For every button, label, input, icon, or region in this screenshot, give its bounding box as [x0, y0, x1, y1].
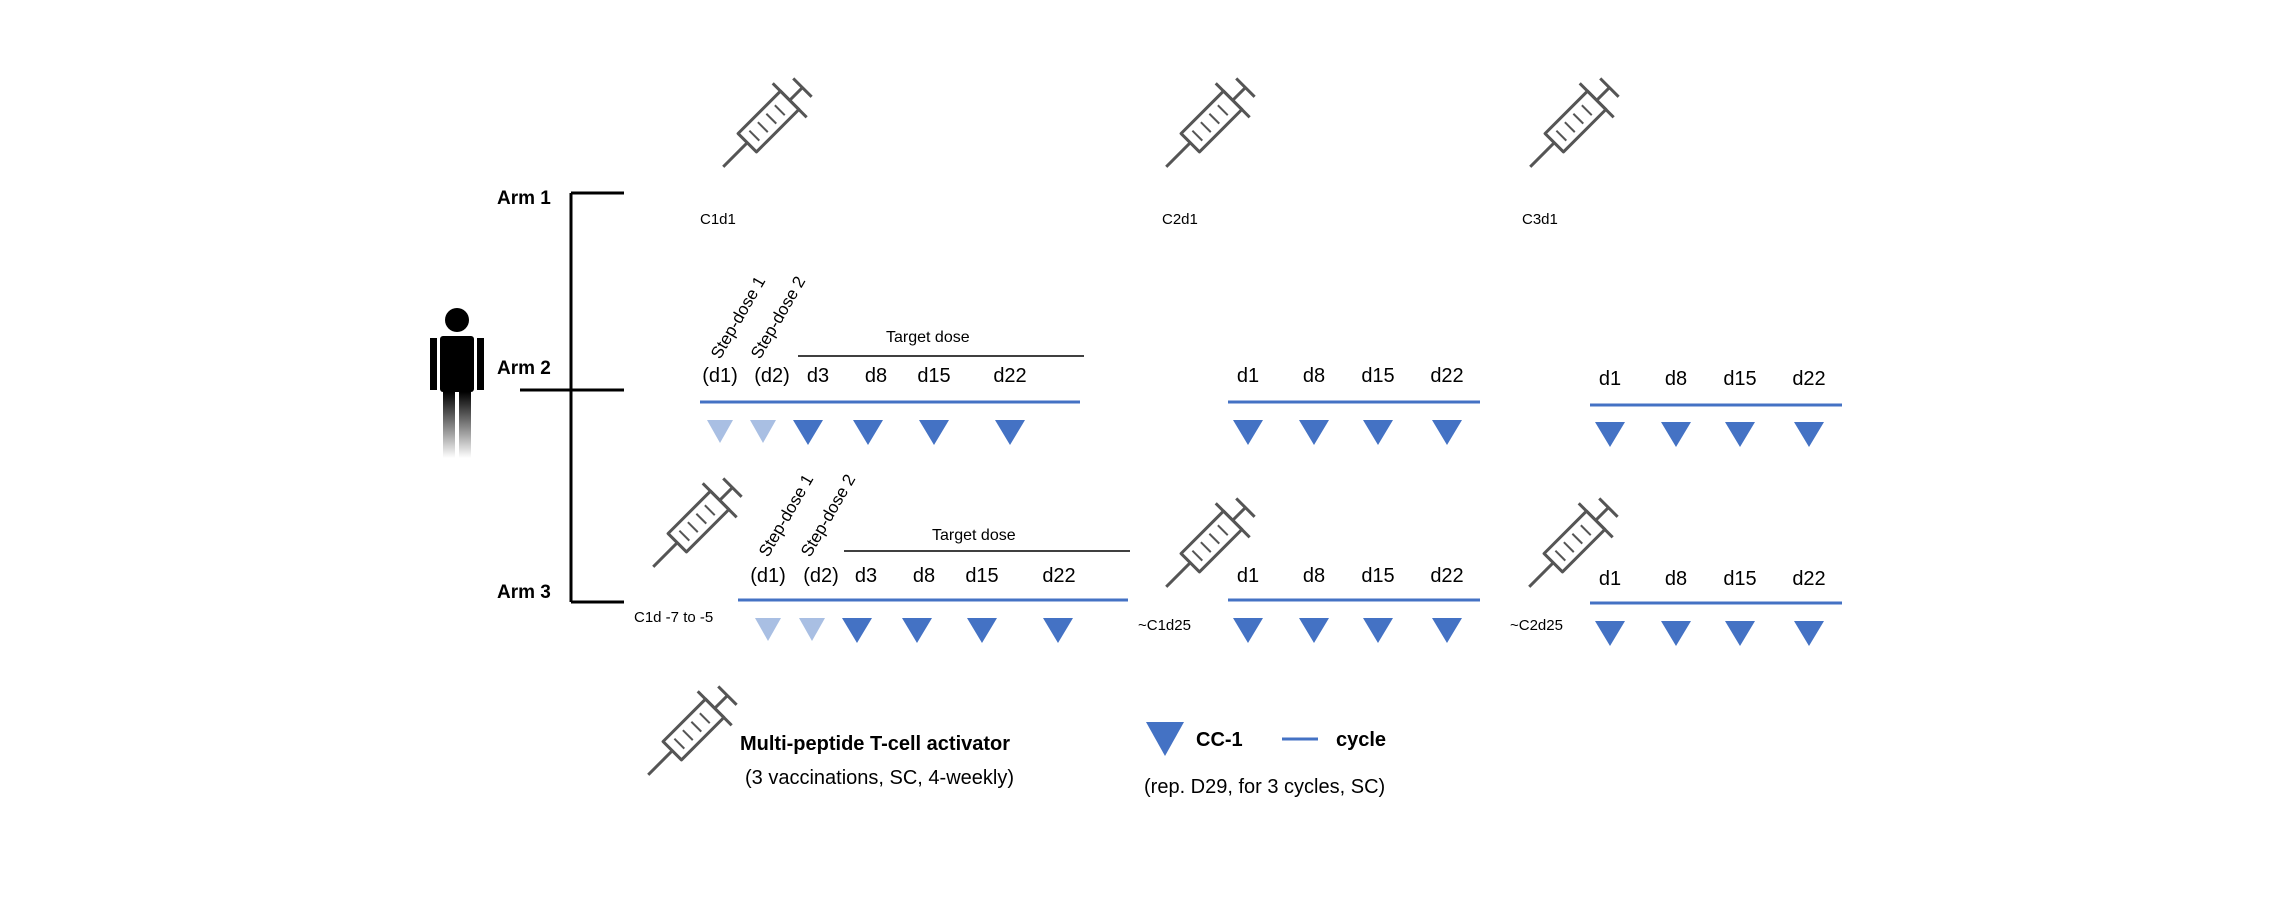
arm2-dose-triangle	[1794, 422, 1824, 447]
arm2-schedule: Step-dose 1 Step-dose 2 Target dose (d1)…	[700, 273, 1842, 447]
arm2-step-dose-triangle	[707, 420, 733, 443]
legend-vaccine-title: Multi-peptide T-cell activator	[740, 733, 1010, 755]
arm3-day-label: d8	[1303, 565, 1325, 587]
arm3-dose-triangle	[1432, 618, 1462, 643]
arm3-dose-triangle	[1661, 621, 1691, 646]
arm3-day-label: d22	[1042, 565, 1075, 587]
arm1-vaccination-label: C2d1	[1162, 211, 1198, 228]
arm3-dose-triangle	[1595, 621, 1625, 646]
arm3-day-label: d3	[855, 565, 877, 587]
arm2-dose-triangle	[853, 420, 883, 445]
arm2-day-label: d15	[917, 365, 950, 387]
arm2-dose-triangle	[1432, 420, 1462, 445]
arm3-day-label: d22	[1792, 568, 1825, 590]
arm3-target-dose-label: Target dose	[932, 527, 1016, 544]
arm3-day-label: (d2)	[803, 565, 839, 587]
arm3-day-label: d15	[1361, 565, 1394, 587]
arm2-day-label: d1	[1599, 368, 1621, 390]
arm3-day-label: d15	[1723, 568, 1756, 590]
arm2-dose-triangle	[793, 420, 823, 445]
arm-bracket	[520, 191, 624, 604]
arm-2-label: Arm 2	[497, 358, 551, 379]
legend-drug-label: CC-1	[1196, 729, 1243, 751]
legend-drug-detail: (rep. D29, for 3 cycles, SC)	[1144, 776, 1385, 798]
arm1-syringe-icon-1	[704, 69, 821, 186]
arm2-day-label: d3	[807, 365, 829, 387]
arm2-day-label: d8	[1665, 368, 1687, 390]
arm3-vaccination-label: ~C1d25	[1138, 617, 1191, 634]
arm2-dose-triangle	[919, 420, 949, 445]
arm3-dose-triangle	[1233, 618, 1263, 643]
arm2-target-dose-label: Target dose	[886, 329, 970, 346]
arm2-step-dose-triangle	[750, 420, 776, 443]
arm3-dose-triangle	[1363, 618, 1393, 643]
arm1-vaccination-label: C1d1	[700, 211, 736, 228]
arm3-day-label: d1	[1599, 568, 1621, 590]
arm3-dose-triangle	[1299, 618, 1329, 643]
arm2-day-label: d22	[1430, 365, 1463, 387]
patient-icon	[430, 308, 484, 458]
arm2-dose-triangle	[1725, 422, 1755, 447]
legend-drug-triangle-icon	[1146, 722, 1184, 756]
arm3-vaccination-label: ~C2d25	[1510, 617, 1563, 634]
arm2-day-label: d8	[1303, 365, 1325, 387]
arm3-day-label: d1	[1237, 565, 1259, 587]
arm2-dose-triangle	[1595, 422, 1625, 447]
arm2-day-label: d1	[1237, 365, 1259, 387]
arm-3-label: Arm 3	[497, 582, 551, 603]
arm2-dose-triangle	[995, 420, 1025, 445]
arm2-dose-triangle	[1661, 422, 1691, 447]
arm3-step-dose-triangle	[755, 618, 781, 641]
legend-syringe-icon	[629, 677, 746, 794]
arm2-dose-triangle	[1233, 420, 1263, 445]
arm3-day-label: (d1)	[750, 565, 786, 587]
arm3-dose-triangle	[842, 618, 872, 643]
legend-vaccine-detail: (3 vaccinations, SC, 4-weekly)	[745, 767, 1014, 789]
arm3-syringe-icon-1	[634, 469, 751, 586]
arm3-day-label: d15	[965, 565, 998, 587]
arm2-day-label: d15	[1361, 365, 1394, 387]
arm3-dose-triangle	[1725, 621, 1755, 646]
arm3-step-dose-triangle	[799, 618, 825, 641]
arm-1-label: Arm 1	[497, 188, 551, 209]
legend-cycle-label: cycle	[1336, 729, 1386, 751]
arm3-dose-triangle	[1794, 621, 1824, 646]
arm2-day-label: d22	[1792, 368, 1825, 390]
arm2-day-label: (d2)	[754, 365, 790, 387]
legend: Multi-peptide T-cell activator (3 vaccin…	[629, 677, 1386, 798]
arm3-dose-triangle	[1043, 618, 1073, 643]
arm1-vaccination-label: C3d1	[1522, 211, 1558, 228]
arm2-dose-triangle	[1299, 420, 1329, 445]
arm3-day-label: d8	[913, 565, 935, 587]
arm3-schedule: C1d -7 to -5 ~C1d25 ~C2d25 Step-dose 1 S…	[634, 469, 1842, 646]
arm2-dose-triangle	[1363, 420, 1393, 445]
arm3-vaccination-label: C1d -7 to -5	[634, 609, 713, 626]
arm2-day-label: d22	[993, 365, 1026, 387]
arm3-day-label: d22	[1430, 565, 1463, 587]
arm2-day-label: (d1)	[702, 365, 738, 387]
arm2-day-label: d15	[1723, 368, 1756, 390]
arm2-day-label: d8	[865, 365, 887, 387]
arm1-syringe-icon-3	[1511, 69, 1628, 186]
arm3-dose-triangle	[902, 618, 932, 643]
arm3-day-label: d8	[1665, 568, 1687, 590]
arm3-dose-triangle	[967, 618, 997, 643]
arm1-syringe-icon-2	[1147, 69, 1264, 186]
